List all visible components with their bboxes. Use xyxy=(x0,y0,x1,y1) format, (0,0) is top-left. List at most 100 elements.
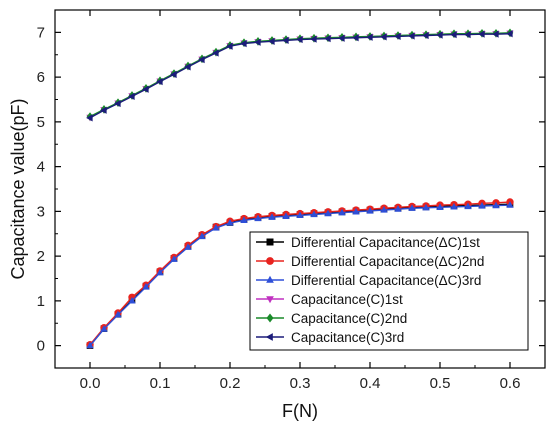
legend-entry: Differential Capacitance(ΔC)2nd xyxy=(256,254,484,269)
legend-entry: Capacitance(C)2nd xyxy=(256,311,407,326)
data-point xyxy=(506,30,513,38)
legend-label: Differential Capacitance(ΔC)1st xyxy=(291,235,480,250)
y-tick-label: 2 xyxy=(37,248,45,265)
data-point xyxy=(408,32,415,40)
data-point xyxy=(338,208,346,216)
y-tick-label: 5 xyxy=(37,114,45,131)
data-point xyxy=(422,203,430,211)
legend-marker xyxy=(266,275,274,283)
data-point xyxy=(352,34,359,42)
data-point xyxy=(492,201,500,209)
x-axis-title: F(N) xyxy=(282,401,318,421)
data-point xyxy=(478,202,486,209)
data-point xyxy=(156,77,163,86)
y-tick-label: 4 xyxy=(37,159,45,176)
legend: Differential Capacitance(ΔC)1st Different… xyxy=(249,231,529,351)
data-point xyxy=(128,296,136,304)
data-point xyxy=(226,219,234,226)
x-tick-label: 0.1 xyxy=(150,375,171,392)
data-point xyxy=(394,32,401,41)
data-point xyxy=(198,232,206,240)
data-point xyxy=(436,203,444,210)
legend-label: Differential Capacitance(ΔC)3rd xyxy=(291,273,481,288)
series-6 xyxy=(86,30,513,122)
x-tick-label: 0.4 xyxy=(360,375,381,392)
data-point xyxy=(296,211,304,219)
data-point xyxy=(422,31,429,40)
data-point xyxy=(282,212,290,219)
x-tick-label: 0.6 xyxy=(500,375,521,392)
data-point xyxy=(310,35,317,43)
axis-ticks: 0.0 0.1 0.2 0.3 0.4 0.5 0.6 0 1 2 3 4 5 6 7 xyxy=(37,10,545,392)
data-point xyxy=(212,223,220,231)
data-point xyxy=(142,283,150,290)
legend-marker xyxy=(266,296,274,304)
data-point xyxy=(268,37,275,45)
series-layer xyxy=(86,28,514,349)
x-tick-label: 0.3 xyxy=(290,375,311,392)
y-tick-label: 6 xyxy=(37,69,45,86)
legend-entry: Differential Capacitance(ΔC)3rd xyxy=(256,273,481,288)
legend-label: Capacitance(C)1st xyxy=(291,292,403,307)
data-point xyxy=(198,56,205,64)
data-point xyxy=(324,209,332,217)
data-point xyxy=(366,206,374,214)
data-point xyxy=(240,39,247,48)
data-point xyxy=(366,33,373,41)
legend-marker xyxy=(266,257,274,265)
data-point xyxy=(170,70,177,79)
data-point xyxy=(170,255,178,262)
data-point xyxy=(394,205,402,212)
x-tick-label: 0.0 xyxy=(80,375,101,392)
data-point xyxy=(86,114,93,122)
data-point xyxy=(114,99,121,108)
data-point xyxy=(226,42,233,50)
legend-marker xyxy=(266,238,274,246)
data-point xyxy=(506,201,514,208)
y-tick-label: 7 xyxy=(37,24,45,41)
data-point xyxy=(254,38,261,46)
legend-entry: Capacitance(C)1st xyxy=(256,292,403,307)
y-tick-label: 3 xyxy=(37,203,45,220)
data-point xyxy=(128,92,135,100)
data-point xyxy=(464,202,472,210)
x-tick-label: 0.2 xyxy=(220,375,241,392)
data-point xyxy=(296,35,303,44)
data-point xyxy=(408,204,416,211)
data-point xyxy=(352,207,360,215)
data-point xyxy=(338,34,345,42)
data-point xyxy=(240,216,248,223)
data-point xyxy=(212,49,219,57)
data-point xyxy=(268,213,276,220)
data-point xyxy=(492,30,499,38)
data-point xyxy=(450,30,457,39)
data-point xyxy=(464,30,471,39)
data-point xyxy=(436,31,443,39)
data-point xyxy=(380,206,388,213)
legend-marker xyxy=(266,313,274,323)
data-point xyxy=(310,210,318,218)
data-point xyxy=(100,106,107,114)
data-point xyxy=(184,63,191,71)
legend-entry: Differential Capacitance(ΔC)1st xyxy=(256,235,480,250)
data-point xyxy=(114,310,122,318)
series-3 xyxy=(86,201,514,349)
data-point xyxy=(380,33,387,41)
data-point xyxy=(86,341,94,349)
legend-box xyxy=(249,231,529,351)
data-point xyxy=(324,35,331,43)
data-point xyxy=(254,214,262,222)
x-tick-label: 0.5 xyxy=(430,375,451,392)
data-point xyxy=(450,202,458,210)
y-tick-label: 1 xyxy=(37,293,45,310)
legend-marker xyxy=(265,333,273,341)
data-point xyxy=(282,36,289,45)
y-tick-label: 0 xyxy=(37,338,45,355)
data-point xyxy=(184,243,192,250)
legend-label: Capacitance(C)3rd xyxy=(291,330,404,345)
y-axis-title: Capacitance value(pF) xyxy=(8,98,28,279)
data-point xyxy=(478,30,485,38)
data-point xyxy=(156,268,164,276)
data-point xyxy=(142,85,149,93)
